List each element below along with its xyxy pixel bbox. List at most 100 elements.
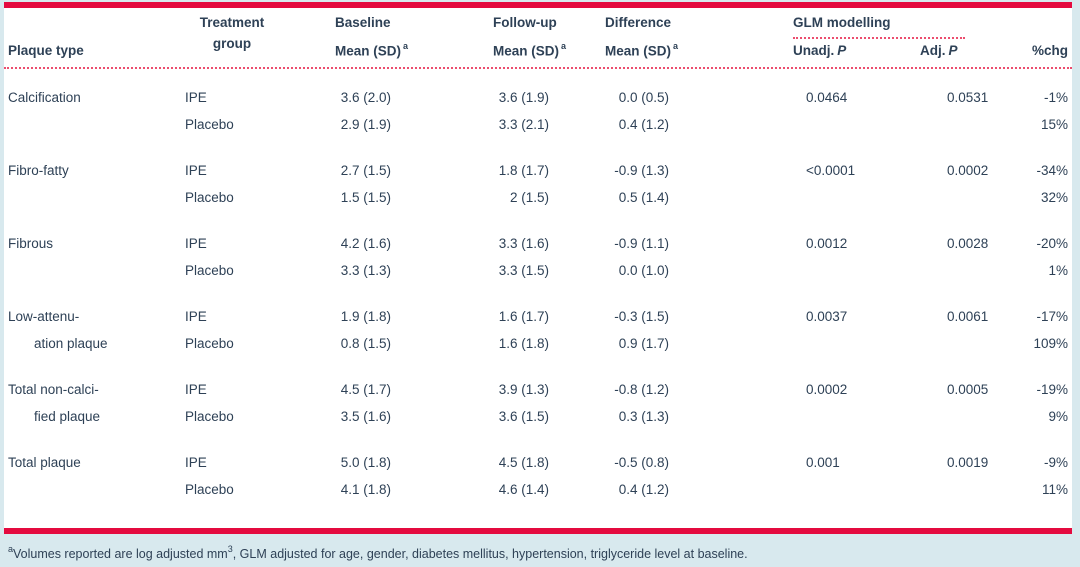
followup-value: 4.6 (1.4) <box>498 482 549 497</box>
followup-value: 3.3 (1.5) <box>498 263 549 278</box>
difference-cell: 0.4 (1.2) <box>601 476 789 503</box>
followup-cell: 3.9 (1.3) <box>489 376 601 403</box>
plaque-name-line1: Total plaque <box>8 455 81 470</box>
unadj-p-cell: 0.0012 <box>806 236 848 251</box>
baseline-value: 0.8 (1.5) <box>340 336 391 351</box>
top-rule <box>4 2 1072 8</box>
baseline-value: 4.5 (1.7) <box>340 382 391 397</box>
plaque-group: Fibro-fatty IPE 2.7 (1.5) 1.8 (1.7) -0.9 (1.… <box>4 157 1072 211</box>
difference-cell: 0.5 (1.4) <box>601 184 789 211</box>
p-italic: P <box>948 43 958 58</box>
followup-value: 1.6 (1.7) <box>498 309 549 324</box>
col-header-followup-meansd: Mean (SD) a <box>489 36 601 63</box>
difference-value: -0.8 (1.2) <box>614 382 669 397</box>
followup-cell: 3.6 (1.5) <box>489 403 601 430</box>
difference-cell: 0.0 (1.0) <box>601 257 789 284</box>
followup-value: 1.8 (1.7) <box>498 163 549 178</box>
followup-cell: 3.3 (1.5) <box>489 257 601 284</box>
unadj-p-cell: <0.0001 <box>806 163 856 178</box>
footnote-marker-a: a <box>673 40 679 51</box>
baseline-value: 3.5 (1.6) <box>340 409 391 424</box>
pct-chg-cell: 1% <box>1048 263 1068 278</box>
followup-value: 3.6 (1.5) <box>498 409 549 424</box>
plaque-name-line1: Low-attenu- <box>8 309 80 324</box>
pct-chg-cell: -20% <box>1036 236 1068 251</box>
col-header-glm-group: GLM modelling <box>789 12 1072 39</box>
treatment-cell: IPE <box>185 309 207 324</box>
difference-cell: -0.5 (0.8) <box>601 449 789 476</box>
followup-value: 4.5 (1.8) <box>498 455 549 470</box>
difference-value: 0.0 (0.5) <box>618 90 669 105</box>
followup-cell: 1.8 (1.7) <box>489 157 601 184</box>
treatment-cell: Placebo <box>185 409 234 424</box>
pct-chg-cell: -19% <box>1036 382 1068 397</box>
col-header-plaque-type: Plaque type <box>8 43 84 58</box>
difference-value: 0.3 (1.3) <box>618 409 669 424</box>
followup-value: 3.6 (1.9) <box>498 90 549 105</box>
baseline-value: 1.5 (1.5) <box>340 190 391 205</box>
treatment-cell: Placebo <box>185 190 234 205</box>
baseline-cell: 4.2 (1.6) <box>331 230 489 257</box>
plaque-group: Low-attenu-ation plaque IPE 1.9 (1.8) 1.6 (… <box>4 303 1072 357</box>
footnote-marker-a: a <box>403 40 409 51</box>
adj-label: Adj. <box>920 43 946 58</box>
treatment-cell: IPE <box>185 90 207 105</box>
plaque-group: Fibrous IPE 4.2 (1.6) 3.3 (1.6) -0.9 (1.1) 0.… <box>4 230 1072 284</box>
followup-cell: 3.3 (2.1) <box>489 111 601 138</box>
table-footnote: aVolumes reported are log adjusted mm3, … <box>4 534 1072 562</box>
pct-chg-cell: -34% <box>1036 163 1068 178</box>
baseline-cell: 0.8 (1.5) <box>331 330 489 357</box>
treatment-cell: IPE <box>185 455 207 470</box>
col-header-followup: Follow-up <box>493 15 557 30</box>
adj-p-cell: 0.0002 <box>947 163 989 178</box>
col-header-treatment-line2: group <box>212 36 252 51</box>
plaque-name-line1: Fibrous <box>8 236 54 251</box>
baseline-value: 1.9 (1.8) <box>340 309 391 324</box>
plaque-group: Total plaque IPE 5.0 (1.8) 4.5 (1.8) -0.5 (0… <box>4 449 1072 503</box>
bottom-rule <box>4 528 1072 534</box>
adj-p-cell: 0.0005 <box>947 382 989 397</box>
footnote-text: , GLM adjusted for age, gender, diabetes… <box>232 547 748 562</box>
col-header-treatment-line1: Treatment <box>199 15 265 30</box>
followup-cell: 2 (1.5) <box>489 184 601 211</box>
col-header-pct-chg: %chg <box>1031 43 1068 58</box>
unadj-p-cell: 0.001 <box>806 455 840 470</box>
treatment-cell: Placebo <box>185 336 234 351</box>
footnote-marker-a: a <box>561 40 567 51</box>
unadj-p-cell: 0.0037 <box>806 309 848 324</box>
followup-value: 3.3 (2.1) <box>498 117 549 132</box>
col-header-difference-meansd: Mean (SD) a <box>601 36 789 63</box>
journal-table-figure: Plaque type Treatment group Baseline Mea… <box>4 2 1072 562</box>
followup-cell: 4.6 (1.4) <box>489 476 601 503</box>
difference-value: 0.4 (1.2) <box>618 117 669 132</box>
baseline-value: 3.3 (1.3) <box>340 263 391 278</box>
difference-value: -0.9 (1.1) <box>614 236 669 251</box>
difference-cell: -0.3 (1.5) <box>601 303 789 330</box>
followup-cell: 4.5 (1.8) <box>489 449 601 476</box>
glm-modelling-label: GLM modelling <box>793 13 965 39</box>
table-body: Calcification IPE 3.6 (2.0) 3.6 (1.9) 0.0 (0… <box>4 69 1072 503</box>
baseline-cell: 2.9 (1.9) <box>331 111 489 138</box>
difference-cell: -0.9 (1.3) <box>601 157 789 184</box>
footnote-text: Volumes reported are log adjusted mm <box>13 547 228 562</box>
pct-chg-cell: -17% <box>1036 309 1068 324</box>
plaque-name-line2: ation plaque <box>34 336 108 351</box>
baseline-value: 2.7 (1.5) <box>340 163 391 178</box>
unadj-p-cell: 0.0464 <box>806 90 848 105</box>
treatment-cell: Placebo <box>185 263 234 278</box>
followup-cell: 3.3 (1.6) <box>489 230 601 257</box>
baseline-cell: 1.9 (1.8) <box>331 303 489 330</box>
col-header-adj-p: Adj. P <box>916 40 1026 62</box>
plaque-name-line1: Fibro-fatty <box>8 163 69 178</box>
difference-cell: 0.3 (1.3) <box>601 403 789 430</box>
difference-value: 0.9 (1.7) <box>618 336 669 351</box>
difference-value: 0.4 (1.2) <box>618 482 669 497</box>
baseline-cell: 3.3 (1.3) <box>331 257 489 284</box>
pct-chg-cell: 11% <box>1041 482 1068 497</box>
mean-sd-label: Mean (SD) <box>335 43 402 58</box>
baseline-value: 3.6 (2.0) <box>340 90 391 105</box>
adj-p-cell: 0.0061 <box>947 309 989 324</box>
footnote-marker-a: a <box>8 544 14 554</box>
difference-value: 0.0 (1.0) <box>618 263 669 278</box>
plaque-name-line1: Total non-calci- <box>8 382 99 397</box>
